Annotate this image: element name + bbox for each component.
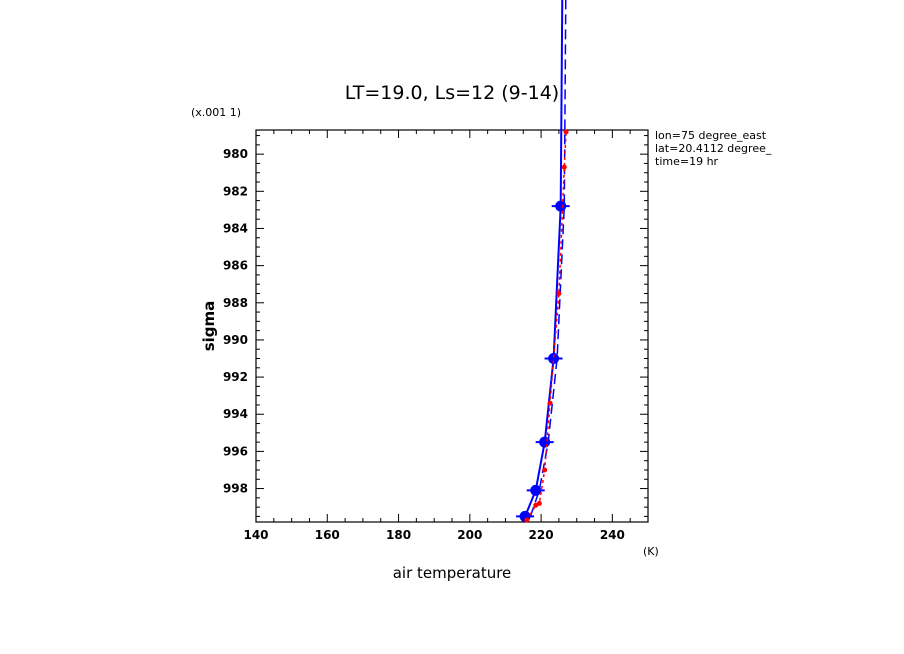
x-tick-label: 160	[315, 528, 340, 542]
series-point	[547, 400, 553, 406]
y-scale-note: (x.001 1)	[191, 106, 241, 119]
plot-frame	[255, 129, 649, 523]
tick-layer: 140 160 180 200 220 240 980 982 984 986 988 990 992 9…	[223, 130, 649, 542]
x-tick-label: 140	[243, 528, 268, 542]
y-tick-label: 988	[223, 296, 248, 310]
x-tick-label: 240	[600, 528, 625, 542]
series-line-3	[526, 131, 567, 521]
series-point	[536, 500, 542, 506]
annotation-lon: lon=75 degree_east	[655, 129, 767, 142]
x-axis-label: air temperature	[393, 564, 512, 582]
y-tick-label: 990	[223, 333, 248, 347]
chart-title: LT=19.0, Ls=12 (9-14)	[345, 82, 559, 104]
y-tick-label: 992	[223, 370, 248, 384]
x-unit-label: (K)	[643, 545, 659, 558]
plot-area: 140 160 180 200 220 240 980 982 984 986 988 990 992 9…	[223, 0, 649, 542]
y-tick-label: 984	[223, 221, 248, 235]
annotation-time: time=19 hr	[655, 155, 719, 168]
series-point	[563, 129, 569, 135]
annotation-lat: lat=20.4112 degree_	[655, 142, 772, 155]
x-tick-label: 180	[386, 528, 411, 542]
y-tick-label: 998	[223, 482, 248, 496]
series-point	[542, 467, 548, 473]
series-point	[524, 517, 530, 523]
y-tick-label: 982	[223, 184, 248, 198]
series-point	[561, 164, 567, 170]
series-layer	[516, 0, 570, 523]
x-tick-label: 220	[529, 528, 554, 542]
x-tick-label: 200	[457, 528, 482, 542]
y-tick-label: 986	[223, 259, 248, 273]
y-tick-label: 994	[223, 407, 248, 421]
series-line-2	[529, 0, 567, 517]
y-tick-label: 996	[223, 444, 248, 458]
y-tick-label: 980	[223, 147, 248, 161]
y-axis-label: sigma	[200, 301, 218, 352]
series-point	[556, 290, 562, 296]
